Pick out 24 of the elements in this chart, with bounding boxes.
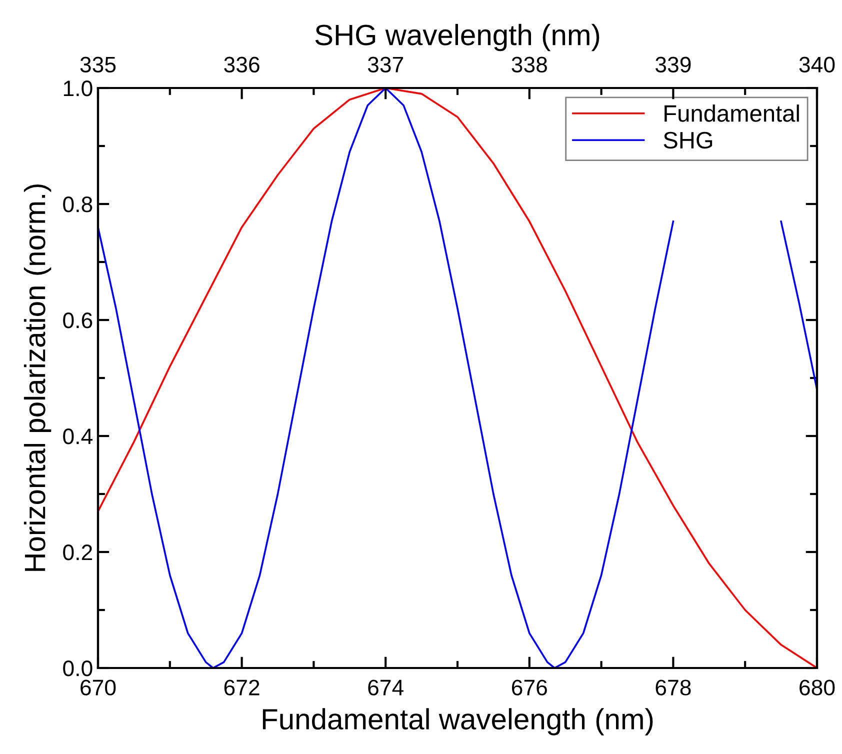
y-tick-label: 0.4: [63, 428, 92, 444]
y-axis-title: Horizontal polarization (norm.): [24, 184, 52, 571]
x-tick-label: 676: [512, 680, 547, 696]
x2-tick-label: 335: [80, 56, 116, 72]
x-tick-label: 672: [224, 680, 260, 696]
y-tick-label: 0.8: [63, 196, 92, 212]
y-tick-label: 0.0: [63, 660, 92, 676]
x-tick-label: 678: [656, 680, 691, 696]
x2-tick-label: 338: [512, 56, 547, 72]
line-series: [98, 88, 817, 668]
y-tick-label: 0.2: [63, 544, 92, 560]
y-tick-label: 1.0: [64, 80, 92, 96]
x-tick-label: 674: [368, 680, 404, 696]
x2-tick-label: 336: [224, 56, 260, 72]
x2-tick-label: 337: [368, 56, 404, 72]
legend-label: SHG: [664, 132, 712, 149]
y-tick-label: 0.6: [63, 312, 92, 328]
x-axis-title: Fundamental wavelength (nm): [262, 708, 653, 736]
x-tick-label: 670: [80, 680, 116, 696]
x2-axis-title: SHG wavelength (nm): [315, 24, 600, 52]
legend-label: Fundamental: [664, 104, 799, 122]
x2-tick-label: 339: [656, 56, 691, 72]
x2-tick-label: 340: [799, 56, 835, 72]
x-tick-label: 680: [800, 680, 835, 696]
